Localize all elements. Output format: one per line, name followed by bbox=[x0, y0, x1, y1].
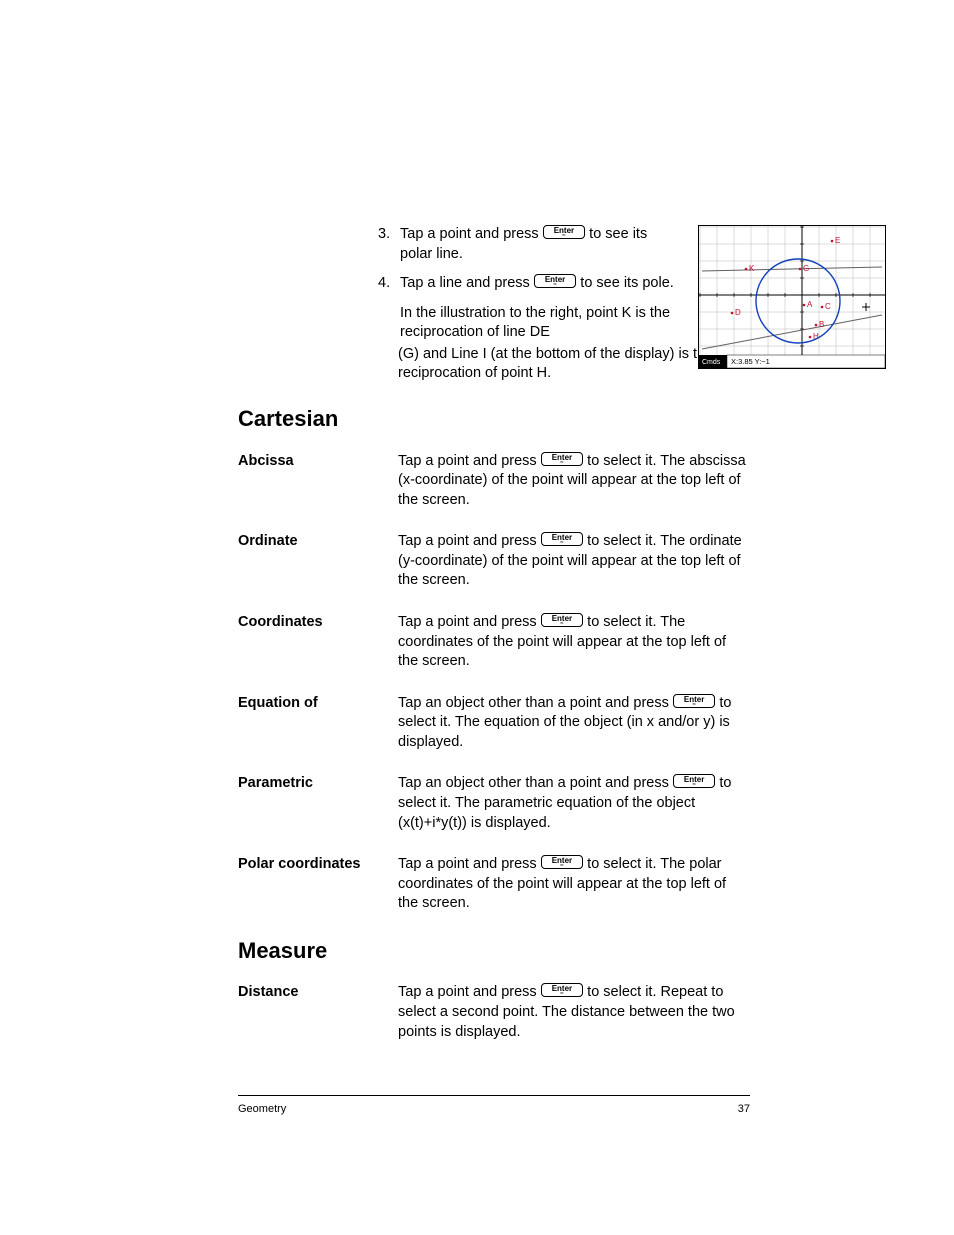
footer-page-number: 37 bbox=[738, 1102, 750, 1117]
definition-entry: AbcissaTap a point and press Enter≈ to s… bbox=[238, 452, 748, 511]
svg-text:G: G bbox=[803, 264, 809, 273]
entry-label: Polar coordinates bbox=[238, 855, 398, 914]
top-block: 3.Tap a point and press Enter≈ to see it… bbox=[238, 225, 748, 343]
svg-text:A: A bbox=[807, 300, 813, 309]
page-content: 3.Tap a point and press Enter≈ to see it… bbox=[238, 225, 748, 1042]
enter-key-icon: Enter≈ bbox=[673, 694, 715, 708]
svg-text:K: K bbox=[749, 264, 755, 273]
illustration-note: (G) and Line I (at the bottom of the dis… bbox=[398, 345, 748, 384]
enter-key-icon: Enter≈ bbox=[541, 532, 583, 546]
numbered-step: 4.Tap a line and press Enter≈ to see its… bbox=[378, 274, 676, 294]
entry-label: Coordinates bbox=[238, 613, 398, 672]
entry-label: Abcissa bbox=[238, 452, 398, 511]
calculator-illustration: E K G A C D BH Cmds X:3.85 Y:−1 bbox=[698, 225, 886, 369]
illustration-note-text: (G) and Line I (at the bottom of the dis… bbox=[398, 346, 713, 382]
definition-entry: DistanceTap a point and press Enter≈ to … bbox=[238, 983, 748, 1042]
svg-text:X:3.85 Y:−1: X:3.85 Y:−1 bbox=[731, 357, 770, 366]
entry-label: Parametric bbox=[238, 774, 398, 833]
enter-key-icon: Enter≈ bbox=[541, 855, 583, 869]
svg-text:D: D bbox=[735, 308, 741, 317]
section-heading-cartesian: Cartesian bbox=[238, 404, 748, 434]
step-body: Tap a point and press Enter≈ to see its … bbox=[400, 225, 676, 264]
entry-description: Tap a point and press Enter≈ to select i… bbox=[398, 452, 748, 511]
definition-entry: Equation ofTap an object other than a po… bbox=[238, 694, 748, 753]
entry-description: Tap a point and press Enter≈ to select i… bbox=[398, 613, 748, 672]
definition-entry: Polar coordinatesTap a point and press E… bbox=[238, 855, 748, 914]
entry-label: Distance bbox=[238, 983, 398, 1042]
definition-entry: CoordinatesTap a point and press Enter≈ … bbox=[238, 613, 748, 672]
cartesian-entries: AbcissaTap a point and press Enter≈ to s… bbox=[238, 452, 748, 914]
calculator-screen-svg: E K G A C D BH Cmds X:3.85 Y:−1 bbox=[698, 225, 886, 369]
svg-text:Cmds: Cmds bbox=[702, 359, 721, 366]
entry-description: Tap an object other than a point and pre… bbox=[398, 774, 748, 833]
illustration-note-narrow: In the illustration to the right, point … bbox=[400, 304, 676, 343]
section-heading-measure: Measure bbox=[238, 936, 748, 966]
top-steps-column: 3.Tap a point and press Enter≈ to see it… bbox=[378, 225, 676, 343]
enter-key-icon: Enter≈ bbox=[543, 225, 585, 239]
entry-description: Tap a point and press Enter≈ to select i… bbox=[398, 983, 748, 1042]
entry-description: Tap an object other than a point and pre… bbox=[398, 694, 748, 753]
step-number: 4. bbox=[378, 274, 400, 294]
enter-key-icon: Enter≈ bbox=[541, 613, 583, 627]
enter-key-icon: Enter≈ bbox=[673, 774, 715, 788]
svg-text:C: C bbox=[825, 302, 831, 311]
definition-entry: OrdinateTap a point and press Enter≈ to … bbox=[238, 532, 748, 591]
enter-key-icon: Enter≈ bbox=[541, 452, 583, 466]
enter-key-icon: Enter≈ bbox=[541, 983, 583, 997]
footer-chapter: Geometry bbox=[238, 1102, 286, 1117]
step-body: Tap a line and press Enter≈ to see its p… bbox=[400, 274, 676, 294]
svg-text:H: H bbox=[813, 332, 819, 341]
entry-description: Tap a point and press Enter≈ to select i… bbox=[398, 532, 748, 591]
numbered-step: 3.Tap a point and press Enter≈ to see it… bbox=[378, 225, 676, 264]
svg-text:B: B bbox=[819, 320, 824, 329]
measure-entries: DistanceTap a point and press Enter≈ to … bbox=[238, 983, 748, 1042]
entry-label: Equation of bbox=[238, 694, 398, 753]
enter-key-icon: Enter≈ bbox=[534, 274, 576, 288]
entry-description: Tap a point and press Enter≈ to select i… bbox=[398, 855, 748, 914]
page-footer: Geometry 37 bbox=[238, 1095, 750, 1117]
step-number: 3. bbox=[378, 225, 400, 264]
page: 3.Tap a point and press Enter≈ to see it… bbox=[0, 0, 954, 1235]
definition-entry: ParametricTap an object other than a poi… bbox=[238, 774, 748, 833]
svg-text:E: E bbox=[835, 236, 840, 245]
entry-label: Ordinate bbox=[238, 532, 398, 591]
